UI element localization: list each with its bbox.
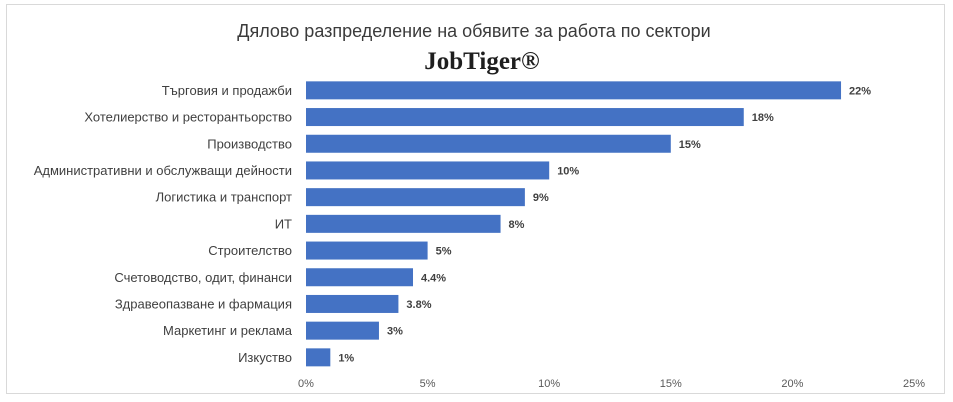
x-tick-label: 15%	[660, 378, 682, 390]
x-tick-label: 20%	[781, 378, 803, 390]
data-label: 1%	[338, 352, 354, 364]
chart-title: Дялово разпределение на обявите за работ…	[237, 21, 710, 41]
bar	[306, 134, 671, 153]
category-label: ИТ	[275, 216, 292, 231]
data-label: 22%	[849, 85, 871, 97]
bar	[306, 348, 331, 367]
category-label: Счетоводство, одит, финанси	[114, 270, 292, 285]
data-label: 18%	[752, 112, 774, 124]
data-label: 4.4%	[421, 272, 446, 284]
data-label: 8%	[509, 219, 525, 231]
data-label: 10%	[557, 165, 579, 177]
category-label: Административни и обслужващи дейности	[34, 163, 292, 178]
data-label: 3.8%	[406, 299, 431, 311]
bar-chart: Дялово разпределение на обявите за работ…	[34, 21, 926, 390]
bar	[306, 268, 414, 287]
data-label: 15%	[679, 139, 701, 151]
x-tick-label: 10%	[538, 378, 560, 390]
bar	[306, 161, 550, 180]
category-label: Логистика и транспорт	[156, 190, 292, 205]
category-label: Изкуство	[238, 350, 292, 365]
bar	[306, 294, 399, 313]
bar	[306, 241, 428, 260]
data-label: 5%	[436, 246, 452, 258]
category-label: Здравеопазване и фармация	[115, 296, 292, 311]
data-label: 3%	[387, 326, 403, 338]
bar	[306, 108, 744, 127]
bar	[306, 321, 379, 340]
jobtiger-logo: JobTiger®	[424, 48, 539, 75]
bar	[306, 81, 842, 100]
category-label: Търговия и продажби	[162, 83, 292, 98]
x-tick-label: 25%	[903, 378, 925, 390]
category-label: Маркетинг и реклама	[163, 323, 293, 338]
category-label: Хотелиерство и ресторантьорство	[84, 110, 292, 125]
bars-layer: Търговия и продажби 22% Хотелиерство и рес…	[34, 81, 925, 390]
x-tick-label: 0%	[298, 378, 314, 390]
bar	[306, 214, 501, 233]
category-label: Строителство	[208, 243, 292, 258]
x-tick-label: 5%	[420, 378, 436, 390]
data-label: 9%	[533, 192, 549, 204]
bar	[306, 188, 525, 207]
category-label: Производство	[207, 136, 292, 151]
chart-frame: Дялово разпределение на обявите за работ…	[6, 4, 945, 394]
